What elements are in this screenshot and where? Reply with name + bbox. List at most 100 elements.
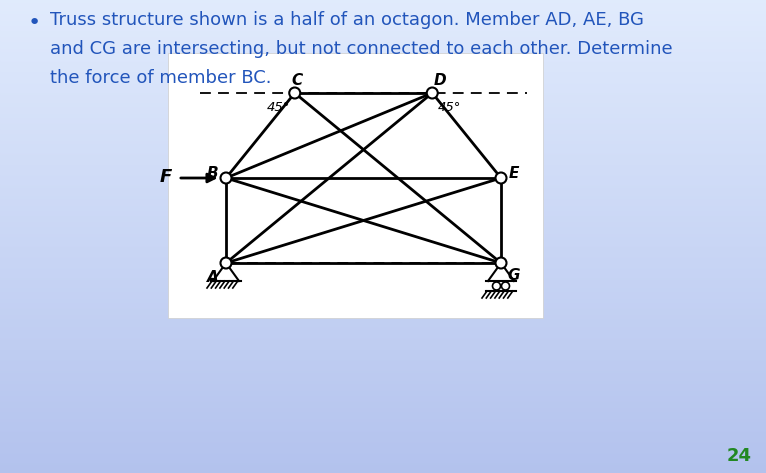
Bar: [0, 80, 766, 81]
Bar: [0, 122, 766, 123]
Bar: [0, 441, 766, 442]
Bar: [0, 33, 766, 34]
Bar: [0, 82, 766, 83]
Bar: [0, 193, 766, 194]
Bar: [0, 47, 766, 48]
Bar: [0, 26, 766, 27]
Bar: [0, 404, 766, 405]
Bar: [0, 265, 766, 266]
Bar: [0, 392, 766, 393]
Bar: [0, 468, 766, 469]
Bar: [0, 239, 766, 240]
Bar: [0, 54, 766, 55]
Bar: [0, 249, 766, 250]
Bar: [0, 181, 766, 182]
Bar: [0, 431, 766, 432]
Bar: [0, 281, 766, 282]
Bar: [0, 112, 766, 113]
Bar: [0, 230, 766, 231]
Bar: [0, 236, 766, 237]
Bar: [0, 151, 766, 152]
Bar: [0, 124, 766, 125]
Bar: [0, 334, 766, 335]
Bar: [0, 185, 766, 186]
Bar: [0, 357, 766, 358]
Bar: [0, 48, 766, 49]
Bar: [0, 182, 766, 183]
Bar: [0, 167, 766, 168]
Bar: [0, 377, 766, 378]
Bar: [0, 211, 766, 212]
Bar: [0, 98, 766, 99]
Bar: [0, 426, 766, 427]
Bar: [0, 291, 766, 292]
Bar: [0, 456, 766, 457]
Bar: [0, 154, 766, 155]
Bar: [0, 215, 766, 216]
Bar: [0, 187, 766, 188]
Bar: [0, 259, 766, 260]
Bar: [0, 136, 766, 137]
Bar: [0, 218, 766, 219]
Bar: [0, 450, 766, 451]
Bar: [0, 39, 766, 40]
Bar: [0, 359, 766, 360]
Bar: [0, 36, 766, 37]
Bar: [0, 372, 766, 373]
Bar: [0, 94, 766, 95]
Bar: [0, 370, 766, 371]
Bar: [0, 8, 766, 9]
Bar: [0, 453, 766, 454]
Bar: [0, 74, 766, 75]
Bar: [0, 91, 766, 92]
Bar: [0, 337, 766, 338]
Bar: [0, 191, 766, 192]
Bar: [0, 306, 766, 307]
Bar: [0, 280, 766, 281]
Bar: [0, 295, 766, 296]
Bar: [0, 400, 766, 401]
Bar: [0, 316, 766, 317]
Bar: [0, 355, 766, 356]
Bar: [0, 385, 766, 386]
Bar: [0, 5, 766, 6]
Bar: [0, 144, 766, 145]
Bar: [0, 168, 766, 169]
Bar: [0, 356, 766, 357]
Bar: [0, 440, 766, 441]
Circle shape: [493, 282, 500, 290]
Bar: [0, 78, 766, 79]
Bar: [0, 32, 766, 33]
Text: A: A: [207, 271, 219, 286]
Bar: [0, 186, 766, 187]
Bar: [0, 237, 766, 238]
Bar: [0, 153, 766, 154]
Bar: [0, 120, 766, 121]
Bar: [0, 188, 766, 189]
Bar: [0, 83, 766, 84]
Bar: [0, 171, 766, 172]
Bar: [0, 176, 766, 177]
Bar: [0, 254, 766, 255]
Bar: [0, 389, 766, 390]
Bar: [0, 10, 766, 11]
Bar: [0, 386, 766, 387]
Bar: [0, 465, 766, 466]
Bar: [0, 95, 766, 96]
Bar: [0, 451, 766, 452]
Bar: [0, 352, 766, 353]
Bar: [0, 69, 766, 70]
Bar: [0, 41, 766, 42]
Bar: [0, 367, 766, 368]
Bar: [0, 286, 766, 287]
Bar: [0, 320, 766, 321]
Bar: [0, 313, 766, 314]
Bar: [0, 338, 766, 339]
Bar: [0, 119, 766, 120]
Bar: [0, 461, 766, 462]
Bar: [0, 289, 766, 290]
Bar: [0, 428, 766, 429]
Bar: [0, 235, 766, 236]
Bar: [0, 311, 766, 312]
Bar: [0, 206, 766, 207]
